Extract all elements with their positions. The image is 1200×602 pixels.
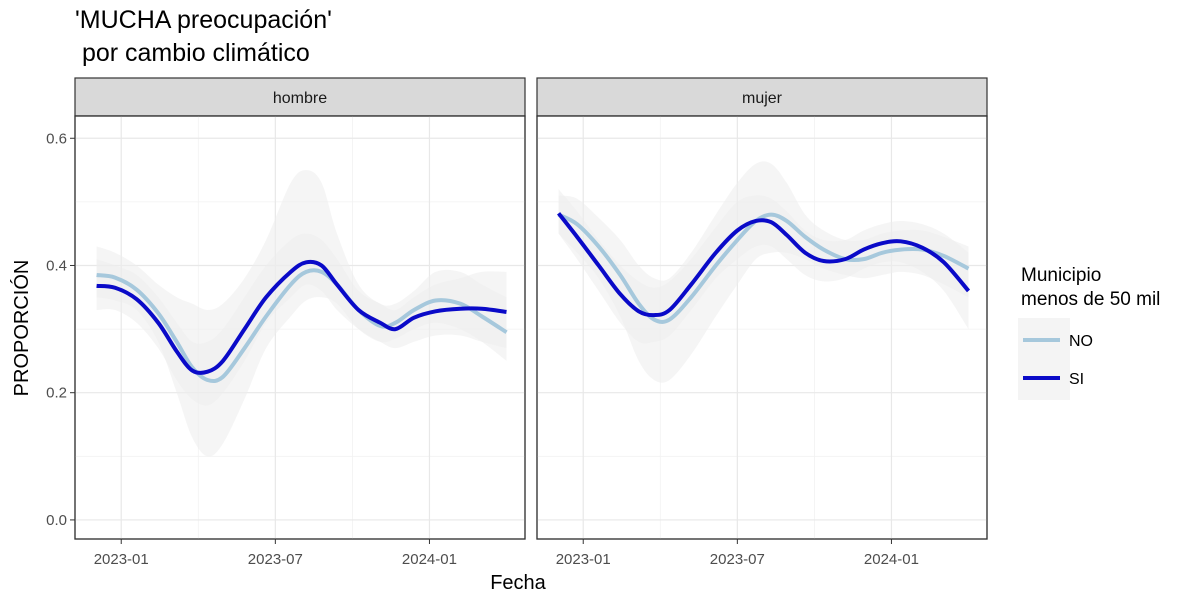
y-tick-label: 0.0: [46, 512, 67, 529]
y-axis: 0.0 0.2 0.4 0.6: [46, 130, 75, 529]
x-tick-label-hombre: 2023-01: [94, 551, 149, 568]
series-line-si-hombre: [96, 259, 507, 375]
legend-label-no: NO: [1069, 333, 1093, 350]
series-line-no-mujer: [557, 212, 970, 324]
y-tick-label: 0.6: [46, 130, 67, 147]
chart-title-line-1: 'MUCHA preocupación': [75, 6, 332, 34]
legend-title-line-1: Municipio: [1021, 265, 1101, 286]
panel-border-hombre: [74, 115, 526, 540]
y-tick-label: 0.2: [46, 385, 67, 402]
facet-strip-label-hombre: hombre: [273, 90, 327, 107]
facet-strip-hombre: [74, 77, 526, 117]
facet-panel-mujer: mujer 2023-01 2023-07 2024-01: [536, 77, 988, 568]
confidence-band-si-hombre: [96, 233, 507, 406]
chart-title-line-2: por cambio climático: [75, 39, 310, 67]
series-lines-hombre: [96, 259, 508, 384]
facet-strip-mujer: [536, 77, 988, 117]
confidence-bands-mujer: [558, 161, 969, 383]
legend: Municipio menos de 50 mil NO SI: [1018, 265, 1160, 400]
x-tick-label-mujer: 2024-01: [864, 551, 919, 568]
legend-label-si: SI: [1069, 371, 1084, 388]
series-line-si-mujer: [557, 212, 971, 318]
y-axis-title: PROPORCIÓN: [10, 260, 33, 397]
x-ticks-hombre: 2023-01 2023-07 2024-01: [94, 539, 457, 568]
legend-title-line-2: menos de 50 mil: [1021, 289, 1160, 310]
facet-strip-label-mujer: mujer: [742, 90, 783, 107]
x-ticks-mujer: 2023-01 2023-07 2024-01: [556, 539, 919, 568]
panel-border-mujer: [536, 115, 988, 540]
x-axis-title: Fecha: [490, 572, 546, 594]
series-line-no-hombre: [96, 268, 508, 384]
series-lines-mujer: [557, 212, 971, 324]
x-tick-label-mujer: 2023-07: [710, 551, 765, 568]
y-tick-label: 0.4: [46, 257, 67, 274]
x-tick-label-hombre: 2023-07: [248, 551, 303, 568]
x-tick-label-hombre: 2024-01: [402, 551, 457, 568]
confidence-band-si-mujer: [558, 189, 969, 344]
confidence-bands-hombre: [96, 170, 507, 457]
legend-key-background: [1018, 318, 1070, 400]
x-tick-label-mujer: 2023-01: [556, 551, 611, 568]
chart-title: 'MUCHA preocupación' por cambio climátic…: [75, 6, 332, 67]
facet-panel-hombre: hombre 2023-01 2023-07 2024-01: [74, 77, 526, 568]
